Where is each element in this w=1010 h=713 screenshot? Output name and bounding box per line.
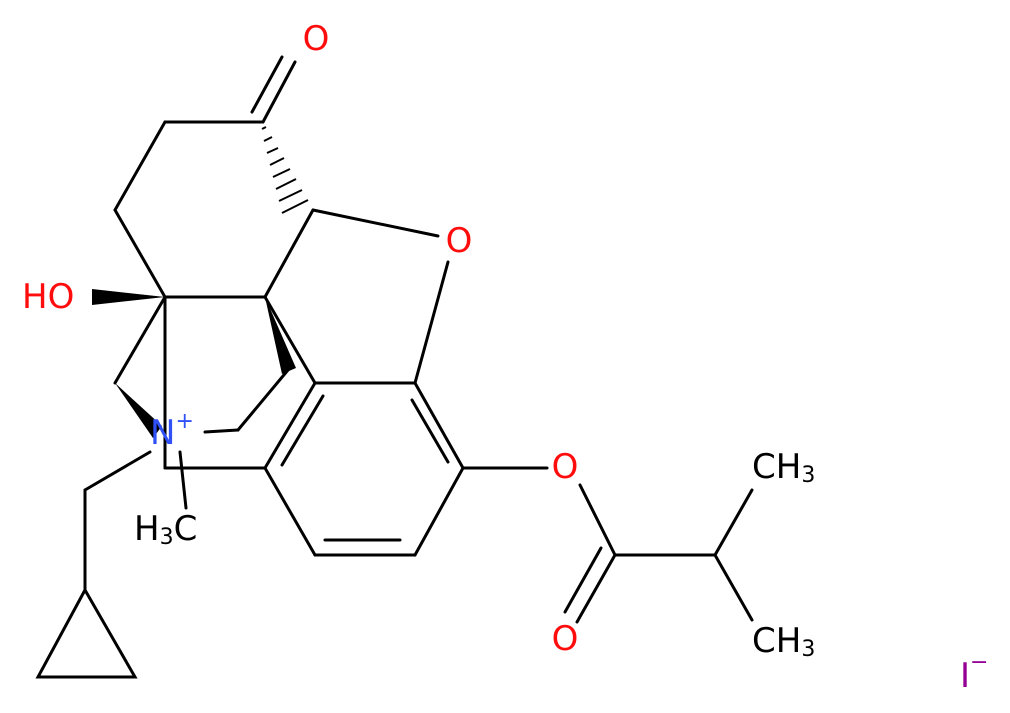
label-part: O <box>303 19 330 59</box>
atom-label: O <box>446 221 473 261</box>
hashed-wedge <box>261 126 309 214</box>
atom-label: HO <box>22 277 74 317</box>
bold-wedge <box>265 297 296 374</box>
label-part: + <box>175 409 193 434</box>
atom-label: CH3 <box>752 621 815 663</box>
atom-label: H3C <box>134 509 197 551</box>
label-part: O <box>446 221 473 261</box>
atom-label: N+ <box>150 409 194 453</box>
label-part: O <box>552 447 579 487</box>
label-part: H <box>776 621 802 661</box>
label-part: C <box>752 621 776 661</box>
label-part: − <box>970 650 988 675</box>
label-part: N <box>150 413 175 453</box>
label-part: I <box>960 656 970 696</box>
label-part: HO <box>22 277 74 317</box>
label-part: H <box>134 509 160 549</box>
label-part: H <box>776 447 802 487</box>
label-part: O <box>552 619 579 659</box>
atom-labels: O O HO N+ H3C O O CH3 CH3 I− <box>22 19 988 696</box>
atom-label: O <box>552 619 579 659</box>
label-part: 3 <box>160 525 174 550</box>
atom-label: O <box>552 447 579 487</box>
label-part: C <box>174 509 198 549</box>
bold-wedge <box>115 383 162 438</box>
label-part: C <box>752 447 776 487</box>
atom-label: CH3 <box>752 447 815 489</box>
bold-wedge <box>92 289 165 305</box>
bonds <box>35 55 754 679</box>
atom-label: O <box>303 19 330 59</box>
atom-label: I− <box>960 650 988 696</box>
label-part: 3 <box>801 637 815 662</box>
label-part: 3 <box>801 463 815 488</box>
